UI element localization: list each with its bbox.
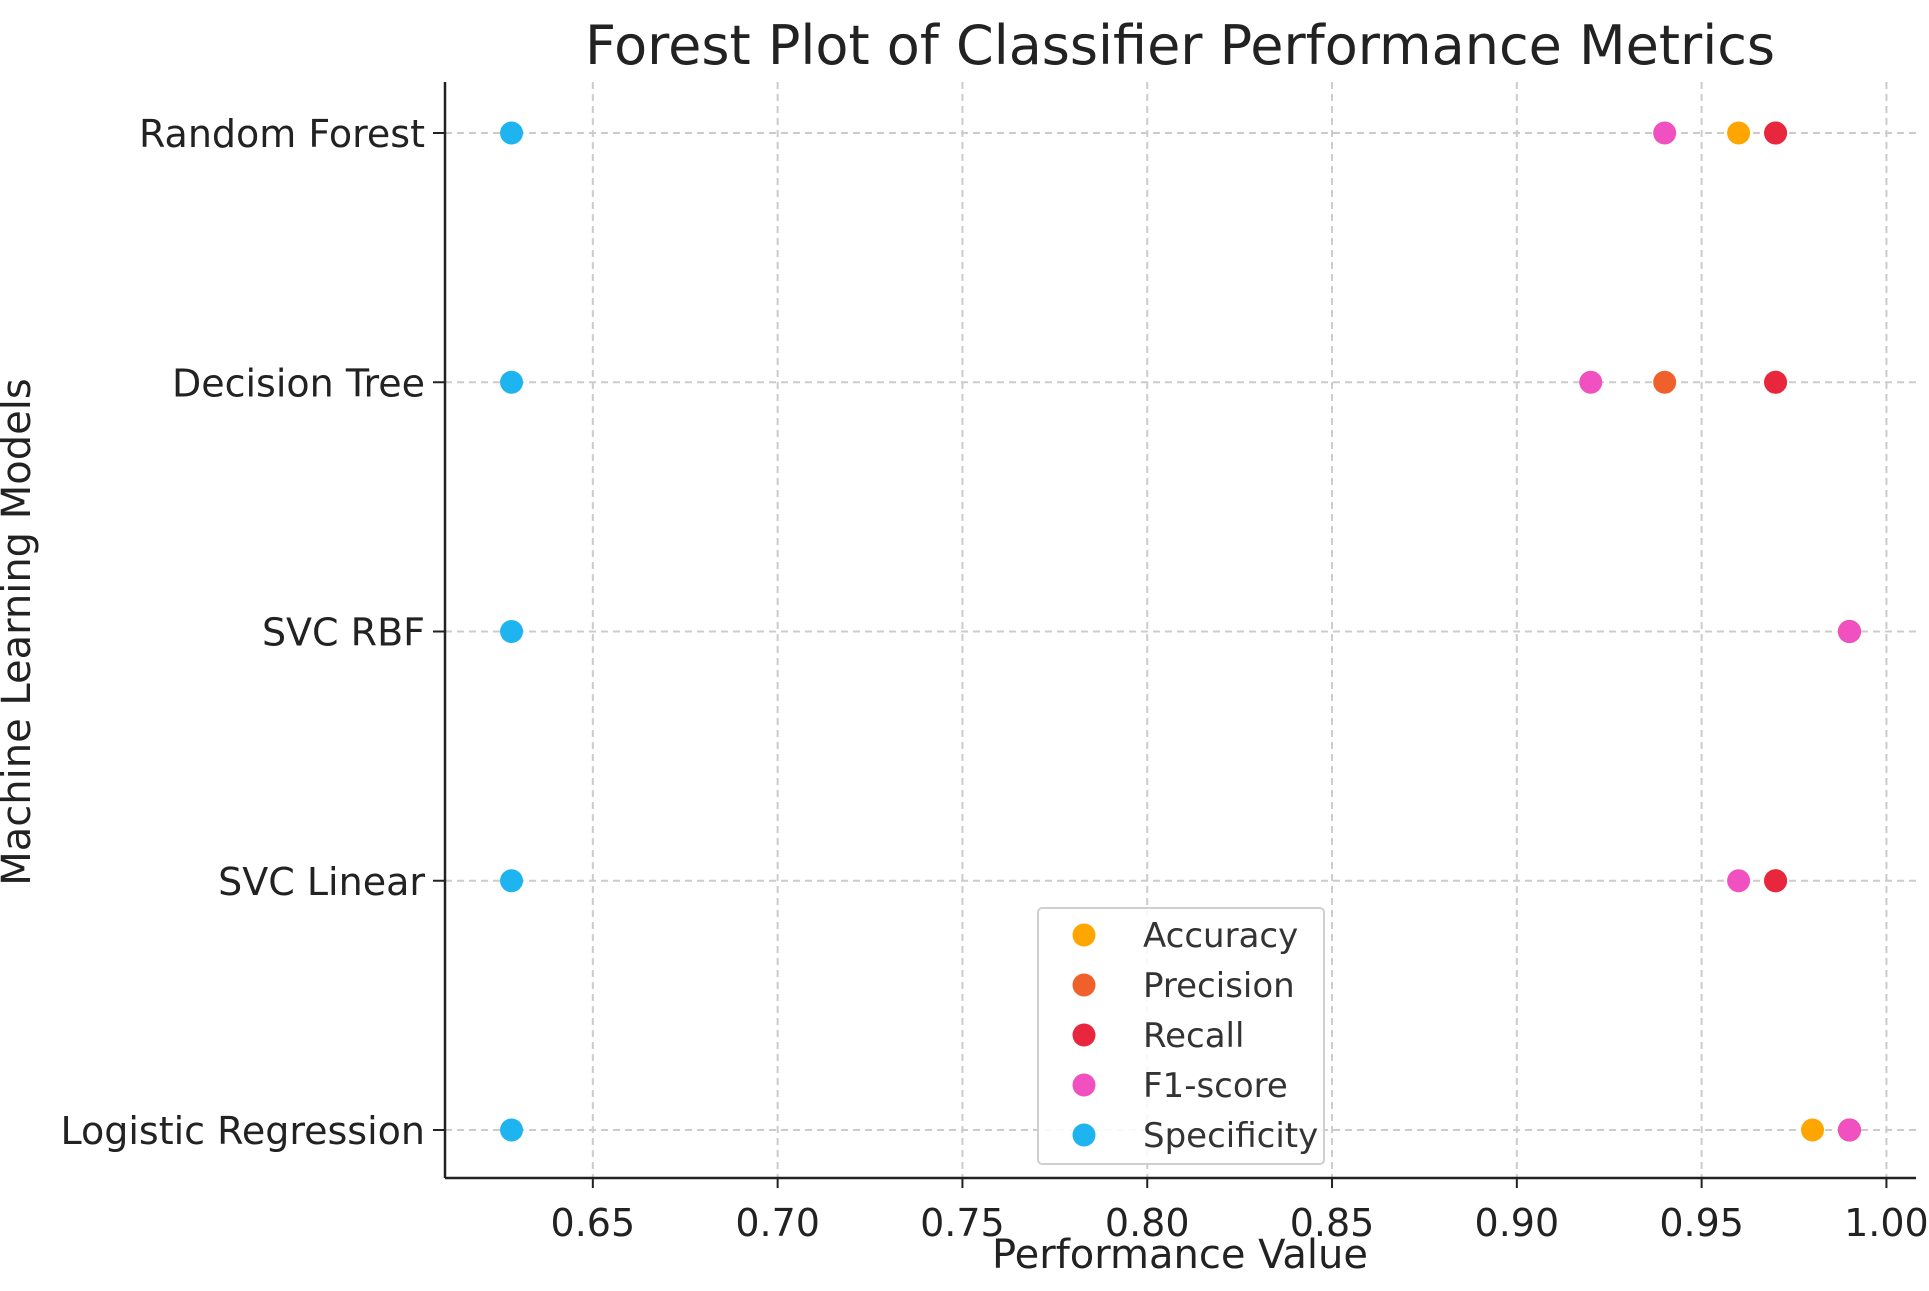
y-tick-label: Random Forest (139, 112, 425, 156)
y-tick-label: Logistic Regression (60, 1109, 425, 1153)
data-point-precision (1653, 370, 1677, 394)
legend-label: F1-score (1143, 1066, 1288, 1106)
legend-label: Recall (1143, 1016, 1244, 1056)
legend-marker (1072, 923, 1096, 947)
data-point-f1-score (1837, 620, 1861, 643)
data-point-f1-score (1727, 869, 1751, 893)
x-tick-label: 0.75 (920, 1201, 1005, 1245)
x-tick-label: 0.70 (735, 1201, 820, 1245)
legend-marker (1072, 1023, 1096, 1047)
tick-labels: 0.65 0.70 0.75 0.80 0.85 0.90 0.95 1.00 Logistic… (60, 112, 1928, 1245)
data-point-specificity (500, 121, 524, 145)
y-axis-label: Machine Learning Models (0, 378, 40, 885)
y-tick-label: SVC RBF (262, 611, 425, 655)
legend: Accuracy Precision Recall F1-score Specifici… (1037, 907, 1325, 1165)
legend-label: Precision (1143, 966, 1295, 1006)
data-point-recall (1764, 869, 1788, 893)
x-tick-label: 0.65 (551, 1201, 636, 1245)
legend-label: Specificity (1143, 1116, 1318, 1156)
chart-title: Forest Plot of Classifier Performance Me… (585, 14, 1775, 77)
legend-marker (1072, 1073, 1096, 1097)
x-tick-label: 0.90 (1475, 1201, 1560, 1245)
data-point-recall (1764, 121, 1788, 145)
data-points (500, 121, 1861, 1142)
data-point-f1-score (1837, 1118, 1861, 1142)
data-point-recall (1764, 370, 1788, 394)
data-point-f1-score (1653, 121, 1677, 145)
x-tick-label: 1.00 (1844, 1201, 1929, 1245)
data-point-accuracy (1727, 121, 1751, 145)
x-tick-label: 0.95 (1659, 1201, 1744, 1245)
y-tick-label: SVC Linear (218, 860, 425, 904)
data-point-specificity (500, 1118, 524, 1142)
legend-label: Accuracy (1143, 916, 1298, 956)
data-point-accuracy (1801, 1118, 1825, 1142)
axes (433, 82, 1916, 1188)
x-axis-label: Performance Value (992, 1232, 1368, 1278)
legend-marker (1072, 1123, 1096, 1147)
data-point-specificity (500, 370, 524, 394)
x-tick-label: 0.80 (1105, 1201, 1190, 1245)
legend-box (1037, 907, 1325, 1165)
data-point-f1-score (1579, 370, 1603, 394)
data-point-specificity (500, 620, 524, 643)
y-tick-label: Decision Tree (172, 361, 425, 405)
x-tick-label: 0.85 (1290, 1201, 1375, 1245)
legend-marker (1072, 973, 1096, 997)
data-point-specificity (500, 869, 524, 893)
